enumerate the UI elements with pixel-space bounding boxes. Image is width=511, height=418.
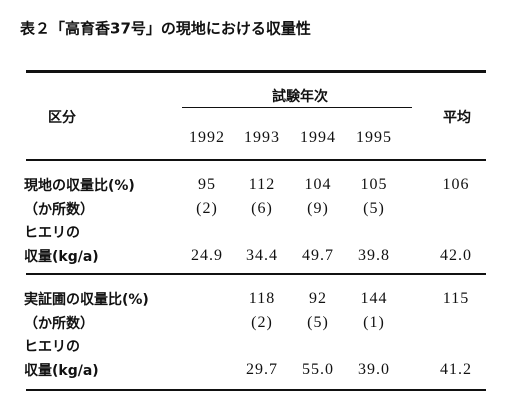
row-label: 収量(kg/a) (24, 248, 99, 265)
cell: 24.9 (191, 246, 223, 264)
header-year: 1994 (300, 129, 336, 146)
cell: (5) (363, 199, 385, 217)
cell: 95 (198, 176, 216, 193)
cell: (2) (196, 199, 218, 217)
group-rule (182, 107, 412, 108)
cell: 55.0 (302, 360, 334, 378)
row-label: 実証圃の収量比(%) (24, 292, 149, 308)
row-label: （か所数） (24, 201, 94, 218)
cell: 29.7 (246, 360, 278, 378)
table-title: 表２「高育香37号」の現地における収量性 (20, 19, 311, 38)
top-rule (26, 70, 486, 73)
cell: 39.8 (358, 246, 390, 264)
cell: 105 (360, 176, 388, 193)
header-year: 1992 (189, 129, 225, 146)
row-label: ヒエリの (24, 225, 80, 241)
cell: 41.2 (440, 360, 472, 378)
header-category: 区分 (48, 110, 76, 126)
row-label: 収量(kg/a) (24, 362, 99, 379)
cell: 112 (248, 176, 276, 193)
cell: (6) (251, 199, 273, 217)
cell: 115 (442, 290, 470, 307)
cell: 92 (309, 290, 327, 307)
cell: 39.0 (358, 360, 390, 378)
cell: 118 (248, 290, 276, 307)
cell: 106 (442, 176, 470, 193)
cell: 104 (304, 176, 332, 193)
header-year: 1995 (356, 129, 392, 146)
header-year: 1993 (244, 129, 280, 146)
header-rule (26, 159, 486, 161)
header-average: 平均 (443, 110, 471, 126)
cell: 34.4 (246, 246, 278, 264)
cell: 144 (360, 290, 388, 307)
cell: (9) (307, 199, 329, 217)
header-group: 試験年次 (272, 89, 328, 105)
cell: (2) (251, 313, 273, 331)
cell: 42.0 (440, 246, 472, 264)
cell: 49.7 (302, 246, 334, 264)
row-label: （か所数） (24, 315, 94, 332)
cell: (5) (307, 313, 329, 331)
section-rule (26, 273, 486, 275)
row-label: 現地の収量比(%) (24, 178, 135, 194)
bottom-rule (26, 389, 486, 391)
row-label: ヒエリの (24, 339, 80, 355)
cell: (1) (363, 313, 385, 331)
